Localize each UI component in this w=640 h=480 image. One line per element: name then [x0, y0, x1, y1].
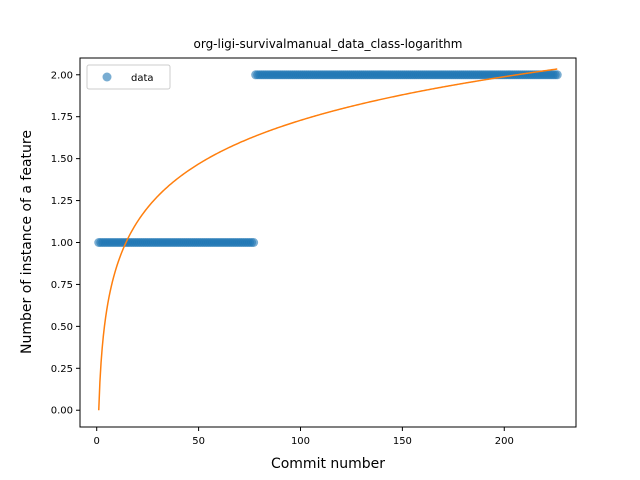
plot-area	[94, 68, 562, 411]
chart-title: org-ligi-survivalmanual_data_class-logar…	[194, 37, 463, 51]
x-tick-label: 100	[291, 436, 310, 447]
legend-marker-data	[102, 72, 112, 82]
y-tick-label: 1.25	[51, 196, 73, 207]
fit-line	[98, 68, 558, 411]
y-tick-label: 1.50	[51, 154, 73, 165]
data-points	[94, 70, 562, 247]
x-tick-label: 200	[495, 436, 514, 447]
y-axis-label: Number of instance of a feature	[19, 130, 35, 354]
x-axis-ticks: 0 50 100 150 200	[94, 427, 514, 447]
x-axis-label: Commit number	[271, 456, 385, 472]
x-tick-label: 50	[192, 436, 205, 447]
y-axis-ticks: 0.00 0.25 0.50 0.75 1.00 1.25 1.50 1.75 2.00	[51, 70, 80, 417]
data-point	[552, 70, 562, 80]
y-tick-label: 0.50	[51, 322, 73, 333]
legend-label-data: data	[131, 73, 154, 84]
y-tick-label: 1.75	[51, 112, 73, 123]
data-point	[249, 238, 259, 247]
legend: data	[86, 64, 171, 90]
x-tick-label: 0	[94, 436, 100, 447]
y-tick-label: 0.00	[51, 406, 73, 417]
y-tick-label: 2.00	[51, 70, 73, 81]
y-tick-label: 1.00	[51, 238, 73, 249]
x-tick-label: 150	[393, 436, 412, 447]
y-tick-label: 0.75	[51, 280, 73, 291]
y-tick-label: 0.25	[51, 364, 73, 375]
legend-frame	[86, 64, 171, 90]
